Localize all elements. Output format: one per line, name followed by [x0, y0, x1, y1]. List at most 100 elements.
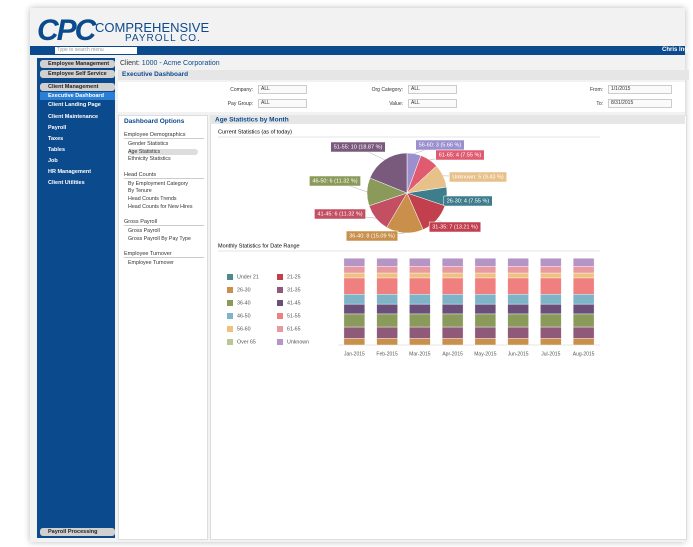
bar-segment [474, 277, 497, 295]
nav-item[interactable]: Executive Dashboard [40, 92, 115, 100]
legend-label: 26-30 [237, 287, 251, 293]
bar-segment [376, 258, 398, 267]
legend-swatch [227, 339, 233, 345]
slice-label: 36-40: 8 (15.09 %) [349, 233, 395, 239]
legend-swatch [227, 326, 233, 332]
chart-title: Current Statistics (as of today) [218, 129, 292, 135]
bar-segment [441, 313, 464, 328]
bar-segment [441, 303, 464, 315]
group-title: Employee Demographics [124, 132, 204, 139]
option-item[interactable]: Gross Payroll By Pay Type [128, 235, 191, 242]
bar-segment [409, 277, 431, 295]
filter-label: From: [589, 87, 603, 93]
bar-segment [507, 277, 529, 295]
label-box [428, 221, 482, 233]
option-item[interactable]: Head Counts Trends [128, 196, 177, 202]
nav-item[interactable]: Client Management [40, 83, 115, 91]
bar-segment [507, 294, 529, 305]
bar-segment [376, 266, 398, 274]
bar-segment [540, 313, 562, 328]
slice-label: 56-60: 3 (5.66 %) [419, 142, 462, 148]
options-panel: Dashboard Options Employee Demographics Ge… [118, 115, 208, 540]
slice-label: 26-30: 4 (7.55 %) [447, 198, 490, 204]
nav-item[interactable]: Payroll Processing [40, 528, 115, 536]
nav-item[interactable]: Taxes [48, 136, 64, 142]
filter-value[interactable]: 8/31/2015 [608, 99, 672, 108]
bar-segment [343, 326, 366, 339]
option-item[interactable]: Age Statistics [128, 148, 198, 155]
legend-label: 36-40 [237, 300, 251, 306]
option-item[interactable]: Employee Turnover [128, 260, 174, 267]
bar-segment [572, 272, 595, 279]
bar-segment [474, 303, 497, 315]
label-box [345, 230, 399, 242]
bar-segment [343, 294, 366, 305]
filter-value[interactable]: ALL [258, 99, 307, 108]
option-item[interactable]: Head Counts for New Hires [128, 203, 193, 210]
option-item[interactable]: Ethnicity Statistics [128, 156, 171, 163]
bar-segment [441, 294, 464, 305]
nav-item[interactable]: Client Landing Page [48, 102, 101, 108]
bar-segment [572, 326, 595, 339]
slice-label: 41-45: 6 (11.32 %) [317, 211, 362, 217]
nav-item[interactable]: Employee Self Service [40, 70, 115, 78]
nav-item[interactable]: HR Management [48, 169, 92, 175]
x-tick-label: Aug-2015 [573, 351, 595, 357]
client-label: Client: [120, 60, 140, 67]
bar-segment [441, 277, 464, 295]
bar-segment [376, 338, 398, 346]
panel-header [210, 115, 685, 124]
option-item[interactable]: Gender Statistics [128, 141, 169, 147]
nav-item[interactable]: Employee Management [40, 60, 115, 68]
chart-title: Monthly Statistics for Date Range [218, 243, 300, 249]
nav-item[interactable]: Job [48, 158, 58, 164]
bar-segment [376, 294, 398, 305]
x-tick-label: Jan-2015 [344, 351, 365, 357]
filter-label: Org Category: [371, 87, 403, 93]
page-title: Executive Dashboard [118, 70, 689, 80]
option-item[interactable]: Gross Payroll [128, 228, 160, 235]
legend-swatch [227, 313, 233, 319]
group-title: Gross Payroll [124, 219, 204, 227]
bar-segment [409, 326, 431, 339]
legend-swatch [277, 300, 283, 306]
filter-label: Pay Group: [227, 101, 253, 107]
bar-segment [540, 266, 562, 274]
bar-segment [540, 326, 562, 339]
nav-item[interactable]: Payroll [48, 125, 67, 131]
filter-value[interactable]: ALL [408, 99, 457, 108]
legend-swatch [277, 287, 283, 293]
bar-segment [507, 303, 529, 315]
search[interactable]: Type to search menu [55, 47, 137, 54]
bar-segment [441, 326, 464, 339]
bar-segment [474, 294, 497, 305]
filter-value[interactable]: ALL [258, 85, 307, 94]
bar-segment [409, 258, 431, 267]
legend-label: 56-60 [237, 326, 251, 332]
bar-segment [540, 338, 562, 346]
filter-value[interactable]: ALL [408, 85, 457, 94]
filter-value[interactable]: 1/1/2015 [608, 85, 672, 94]
user[interactable]: Chris Ing [662, 47, 689, 53]
option-item[interactable]: By Employment Category [128, 180, 189, 187]
slice-label: 31-35: 7 (13.21 %) [432, 224, 478, 230]
legend-swatch [227, 287, 233, 293]
bar-segment [441, 258, 464, 267]
nav-item[interactable]: Client Utilities [48, 180, 85, 186]
option-item[interactable]: By Tenure [128, 188, 152, 195]
bar-segment [507, 338, 529, 346]
legend-swatch [227, 274, 233, 280]
bar-segment [474, 326, 497, 339]
nav-item[interactable]: Tables [48, 147, 66, 153]
bar-segment [474, 266, 497, 274]
legend-swatch [277, 326, 283, 332]
bar-segment [572, 303, 595, 315]
bar-segment [343, 338, 366, 346]
bar-segment [572, 258, 595, 267]
label-box [443, 195, 493, 207]
bar-segment [441, 338, 464, 346]
bar-segment [376, 313, 398, 328]
nav-item[interactable]: Client Maintenance [48, 114, 99, 120]
bar-segment [343, 303, 366, 315]
charts: Age Statistics by Month Current Statistic… [210, 115, 685, 357]
